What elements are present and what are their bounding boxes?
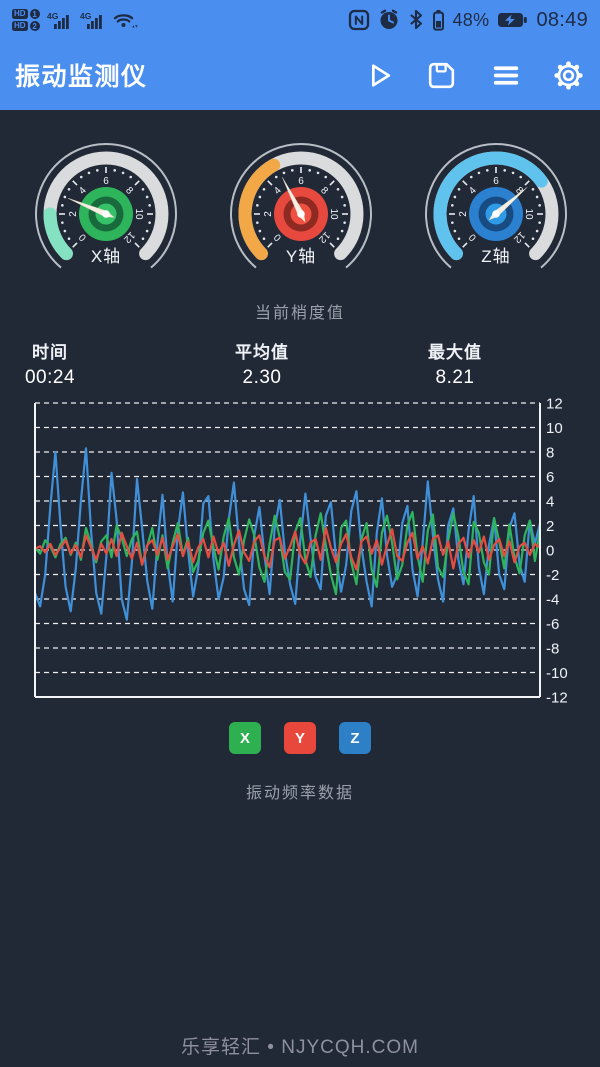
menu-icon[interactable] (488, 59, 522, 92)
legend-button-y[interactable]: Y (284, 722, 316, 754)
signal-bars-icon: 4G (80, 11, 102, 29)
alarm-icon (380, 9, 397, 29)
status-bar: HD 1 HD 2 4G 4G (0, 0, 600, 40)
legend-button-x[interactable]: X (229, 722, 261, 754)
svg-text:6: 6 (493, 176, 499, 187)
svg-text:-8: -8 (546, 641, 559, 658)
gauge-section-caption: 当前梢度值 (254, 305, 345, 322)
battery-percent: 48% (452, 9, 490, 30)
stat-time-value: 00:24 (24, 367, 76, 388)
bluetooth-icon (409, 9, 422, 30)
svg-text:6: 6 (103, 176, 109, 187)
svg-text:10: 10 (523, 208, 534, 220)
stat-time-label: 时间 (31, 343, 68, 362)
svg-text:0: 0 (546, 543, 554, 560)
stat-average-value: 2.30 (242, 367, 282, 388)
svg-text:2: 2 (458, 211, 469, 217)
gauge-y-label: Y轴 (285, 247, 317, 266)
svg-text:-6: -6 (546, 616, 559, 633)
gauge-y-axis: 0 2 4 6 8 10 12 Y轴 (209, 138, 393, 280)
clock-time: 08:49 (536, 8, 588, 31)
svg-text:6: 6 (298, 176, 304, 187)
svg-text:-10: -10 (546, 665, 568, 682)
svg-text:4G: 4G (80, 11, 92, 21)
svg-text:12: 12 (546, 396, 563, 413)
stat-max-value: 8.21 (435, 367, 475, 388)
svg-text:6: 6 (546, 469, 554, 486)
svg-text:2: 2 (546, 518, 554, 535)
app-bar: 振动监测仪 (0, 40, 600, 110)
settings-icon[interactable] (552, 59, 585, 92)
gauge-z-axis: 0 2 4 6 8 10 12 Z轴 (404, 138, 588, 280)
stats-row: 时间 00:24 平均值 2.30 最大值 8.21 (0, 338, 600, 390)
stat-time: 时间 00:24 (25, 338, 75, 389)
svg-text:10: 10 (546, 420, 563, 437)
status-right-cluster: 48% 08:49 (348, 9, 589, 32)
svg-text:2: 2 (263, 211, 274, 217)
chart-legend: X Y Z (0, 722, 600, 754)
hd-badge: HD (12, 9, 28, 19)
stat-max-label: 最大值 (428, 343, 482, 362)
chart-section-caption: 振动频率数据 (245, 785, 354, 802)
gauge-row: 0 2 4 6 8 10 12 X轴 0 2 4 6 8 10 12 Y轴 0 2 4 6 8 10 12 Z轴 (0, 138, 600, 280)
sim1-number: 1 (29, 9, 40, 19)
svg-text:4G: 4G (47, 11, 59, 21)
sim-badges: HD 1 HD 2 (12, 9, 40, 31)
wifi-icon (113, 13, 138, 27)
sim2-number: 2 (29, 21, 40, 31)
svg-text:-4: -4 (546, 592, 559, 609)
svg-text:-2: -2 (546, 567, 559, 584)
vibration-line-chart: 12 10 8 6 4 2 0 -2 -4 -6 -8 -10 -12 (33, 396, 568, 707)
legend-button-z[interactable]: Z (339, 722, 371, 754)
charging-battery-icon (498, 13, 528, 27)
stat-max: 最大值 8.21 (428, 338, 482, 389)
gauge-x-label: X轴 (90, 247, 122, 266)
save-icon[interactable] (425, 59, 458, 92)
play-icon[interactable] (362, 59, 395, 92)
hd-badge: HD (12, 21, 28, 31)
svg-text:10: 10 (328, 208, 339, 220)
stat-average: 平均值 2.30 (235, 338, 289, 389)
page-title: 振动监测仪 (15, 63, 148, 91)
app-bar-actions (362, 59, 585, 92)
svg-text:4: 4 (546, 494, 554, 511)
svg-text:2: 2 (68, 211, 79, 217)
footer-branding: 乐享轻汇 • NJYCQH.COM (181, 1037, 419, 1058)
gauge-x-axis: 0 2 4 6 8 10 12 X轴 (14, 138, 198, 280)
signal-bars-icon: 4G (47, 11, 69, 29)
battery-icon (432, 10, 444, 31)
svg-text:8: 8 (546, 445, 554, 462)
svg-text:10: 10 (133, 208, 144, 220)
svg-text:-12: -12 (546, 690, 568, 707)
chart-area: 12 10 8 6 4 2 0 -2 -4 -6 -8 -10 -12 (0, 390, 600, 710)
status-left-cluster: HD 1 HD 2 4G 4G (12, 9, 138, 31)
nfc-icon (348, 9, 369, 31)
stat-average-label: 平均值 (235, 343, 289, 362)
gauge-z-label: Z轴 (481, 247, 511, 266)
